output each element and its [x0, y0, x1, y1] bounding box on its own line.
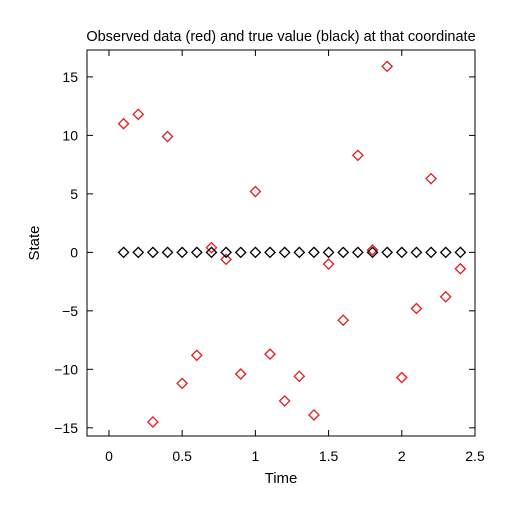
x-tick-label: 1: [251, 448, 259, 464]
true-value-series: [117, 246, 467, 259]
observed-point: [308, 409, 320, 421]
true-value-point: [146, 246, 159, 259]
observed-point: [278, 394, 291, 407]
observed-point: [161, 130, 174, 143]
true-value-point: [395, 246, 408, 259]
plot-area-frame: [86, 49, 476, 437]
x-tick-label: 2.5: [465, 448, 485, 464]
observed-point: [293, 370, 306, 383]
true-value-point: [293, 246, 306, 259]
y-tick-label: 15: [62, 69, 78, 85]
x-axis-label: Time: [265, 470, 298, 487]
observed-point: [132, 108, 145, 121]
y-tick-labels: −15 −10 −5 0 5 10 15: [54, 69, 78, 436]
observed-point: [454, 262, 467, 275]
observed-point: [410, 302, 423, 315]
observed-point: [381, 60, 394, 73]
true-value-point: [117, 246, 130, 259]
x-tick-labels: 0 0.5 1 1.5 2 2.5: [105, 448, 485, 464]
observed-point: [439, 290, 452, 303]
axis-ticks: [87, 50, 476, 436]
true-value-point: [351, 246, 364, 259]
true-value-point: [249, 246, 262, 259]
true-value-point: [366, 246, 379, 259]
x-tick-label: 0: [105, 448, 113, 464]
true-value-point: [322, 246, 335, 259]
true-value-point: [132, 246, 145, 259]
true-value-point: [176, 246, 189, 259]
x-tick-label: 0.5: [172, 448, 192, 464]
true-value-point: [308, 246, 320, 259]
true-value-point: [278, 246, 291, 259]
observed-point: [322, 258, 335, 270]
true-value-point: [410, 246, 423, 259]
observed-point: [220, 253, 233, 266]
observed-series: [117, 60, 467, 428]
true-value-point: [337, 246, 350, 259]
y-tick-label: 5: [70, 186, 78, 202]
data-series: [117, 60, 467, 428]
x-tick-label: 1.5: [319, 448, 339, 464]
true-value-point: [264, 246, 276, 259]
y-tick-label: −5: [62, 303, 78, 319]
observed-point: [425, 172, 437, 185]
observed-point: [117, 117, 130, 130]
y-tick-label: 0: [70, 244, 78, 260]
observed-point: [249, 185, 262, 198]
y-tick-label: −15: [54, 420, 78, 436]
observed-point: [395, 371, 408, 384]
true-value-point: [190, 246, 203, 259]
true-value-point: [161, 246, 174, 259]
observed-point: [351, 149, 364, 162]
chart-title: Observed data (red) and true value (blac…: [86, 29, 475, 45]
y-axis-label: State: [26, 225, 43, 260]
true-value-point: [205, 246, 218, 259]
observed-point: [337, 314, 350, 327]
observed-point: [190, 349, 203, 362]
true-value-point: [454, 246, 467, 259]
true-value-point: [234, 246, 247, 259]
true-value-point: [425, 246, 437, 259]
observed-point: [176, 377, 189, 390]
y-tick-label: −10: [54, 361, 78, 377]
observed-point: [205, 241, 218, 254]
true-value-point: [439, 246, 452, 259]
true-value-point: [220, 246, 233, 259]
true-value-point: [381, 246, 394, 259]
observed-point: [366, 244, 379, 256]
observed-point: [146, 416, 159, 428]
x-tick-label: 2: [398, 448, 406, 464]
observed-point: [234, 368, 247, 380]
observed-point: [264, 348, 276, 361]
y-tick-label: 10: [62, 127, 78, 143]
